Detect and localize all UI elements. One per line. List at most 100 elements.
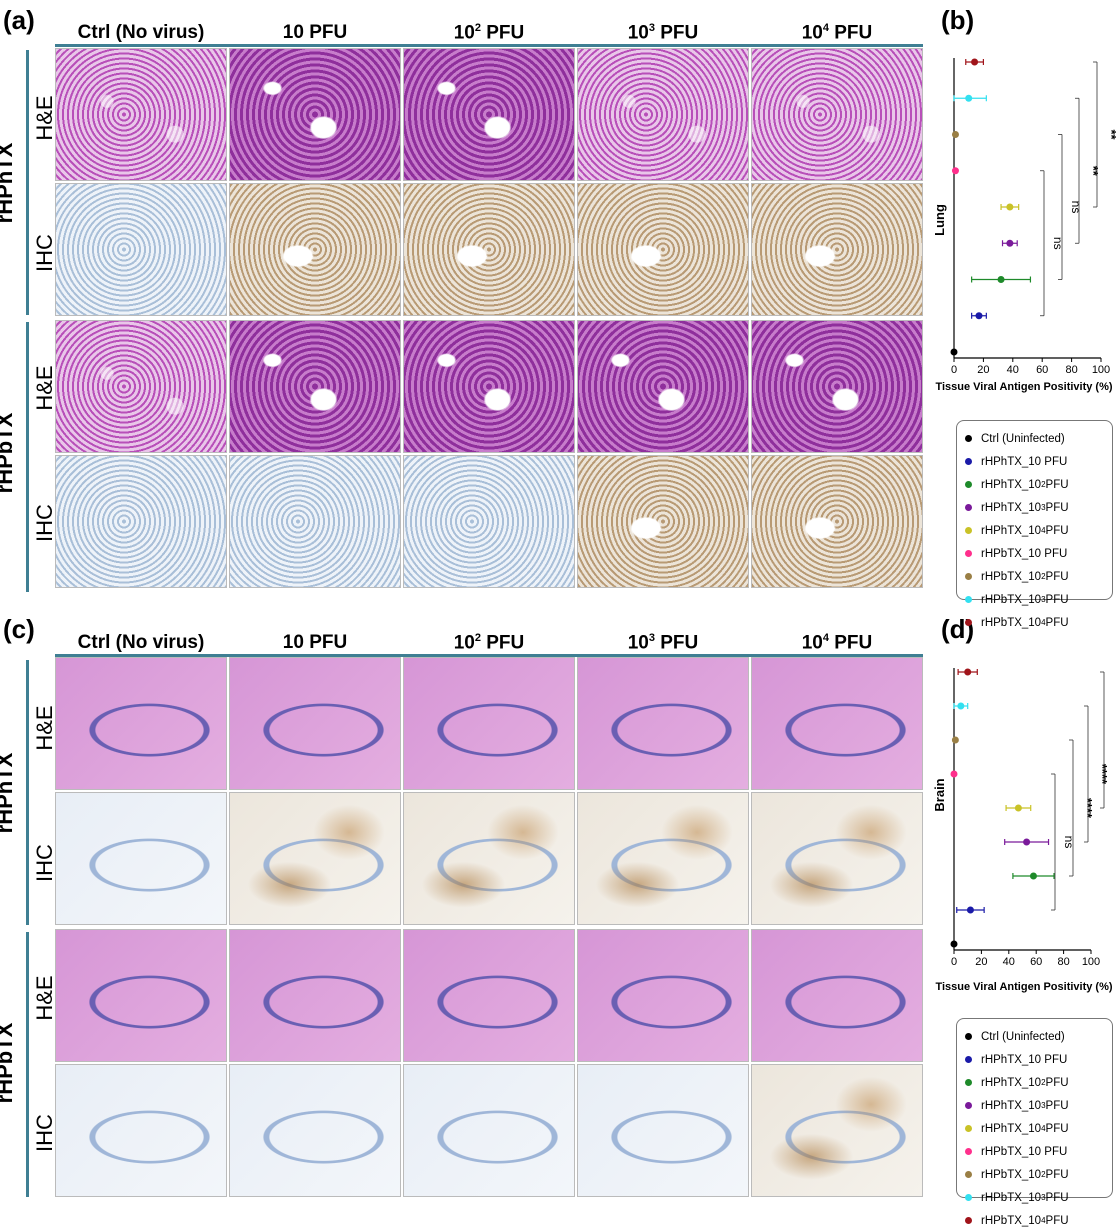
legend-superscript: 3 <box>1041 1101 1046 1110</box>
x-tick-label: 20 <box>977 364 989 376</box>
histology-image <box>577 657 749 790</box>
chart-xlabel: Tissue Viral Antigen Positivity (%) <box>935 381 1112 393</box>
x-tick-label: 60 <box>1036 364 1048 376</box>
data-point <box>1006 239 1014 247</box>
legend-label: rHPhTX_10 <box>981 1122 1042 1135</box>
superscript: 4 <box>822 22 829 34</box>
legend-item: rHPhTX_10 2 PFU <box>965 473 1104 496</box>
x-tick-label: 60 <box>1030 956 1042 968</box>
data-point <box>1029 872 1037 880</box>
column-header-10e3pfu: 103 PFU <box>577 632 749 654</box>
column-header-text: Ctrl (No virus) <box>77 632 205 653</box>
histology-image <box>751 183 923 316</box>
histology-image <box>229 657 401 790</box>
data-point <box>950 770 958 778</box>
legend-item: rHPbTX_10 4 PFU <box>965 1209 1104 1232</box>
histology-image <box>55 1064 227 1197</box>
legend-item: rHPhTX_10 4 PFU <box>965 519 1104 542</box>
x-tick-label: 40 <box>1007 364 1019 376</box>
x-tick-label: 0 <box>951 956 957 968</box>
histology-image <box>55 792 227 925</box>
superscript: 3 <box>648 22 655 34</box>
column-header-unit: PFU <box>480 632 525 654</box>
legend-item: rHPhTX_10 PFU <box>965 1048 1104 1071</box>
histology-image <box>751 1064 923 1197</box>
histology-image <box>577 48 749 181</box>
legend-marker <box>965 1217 972 1224</box>
data-point <box>1014 804 1022 812</box>
column-header-text: 10 <box>453 632 475 654</box>
x-tick-label: 80 <box>1065 364 1077 376</box>
column-header-10e4pfu: 104 PFU <box>751 632 923 654</box>
column-header-text: 10 PFU <box>282 22 348 43</box>
legend-label: rHPbTX_10 <box>981 570 1042 583</box>
column-header-ctrl: Ctrl (No virus) <box>55 22 227 44</box>
legend-marker <box>965 527 972 534</box>
column-header-text: 10 <box>627 22 649 44</box>
legend-superscript: 4 <box>1041 526 1046 535</box>
histology-image <box>55 320 227 453</box>
x-tick-label: 40 <box>1003 956 1015 968</box>
legend-item: Ctrl (Uninfected) <box>965 1025 1104 1048</box>
histology-image <box>577 320 749 453</box>
legend-superscript: 2 <box>1041 480 1046 489</box>
legend-marker <box>965 1033 972 1040</box>
group-bracket <box>26 50 29 315</box>
legend-marker <box>965 619 972 626</box>
x-tick-label: 20 <box>975 956 987 968</box>
legend-unit: PFU <box>1045 570 1069 583</box>
group-label-rhpbtx: rHPbTX <box>0 412 17 494</box>
data-point <box>1023 838 1031 846</box>
histology-image <box>229 183 401 316</box>
histology-image <box>403 929 575 1062</box>
chart-ylabel: Lung <box>932 204 947 236</box>
legend-unit: PFU <box>1045 1168 1069 1181</box>
header-rule <box>55 654 923 657</box>
legend-marker <box>965 1125 972 1132</box>
histology-image <box>403 455 575 588</box>
significance-label: **** <box>1080 798 1095 819</box>
histology-image <box>55 48 227 181</box>
column-header-ctrl: Ctrl (No virus) <box>55 632 227 654</box>
legend-item: rHPhTX_10 4 PFU <box>965 1117 1104 1140</box>
column-header-text: 10 <box>627 632 649 654</box>
histology-image <box>55 183 227 316</box>
brain-antigen-chart: Brain Tissue Viral Antigen Positivity (%… <box>932 668 1117 993</box>
legend-superscript: 4 <box>1041 618 1046 627</box>
legend-label: rHPhTX_10 <box>981 1076 1042 1089</box>
column-header-10pfu: 10 PFU <box>229 632 401 654</box>
legend-unit: PFU <box>1045 1214 1069 1227</box>
legend-unit: PFU <box>1045 593 1069 606</box>
histology-image <box>55 929 227 1062</box>
histology-image <box>229 929 401 1062</box>
superscript: 3 <box>648 632 655 644</box>
column-header-10e4pfu: 104 PFU <box>751 22 923 44</box>
group-label-rhphtx: rHPhTX <box>0 142 17 224</box>
histology-image <box>403 48 575 181</box>
histology-image <box>751 320 923 453</box>
column-header-10e3pfu: 103 PFU <box>577 22 749 44</box>
legend-superscript: 2 <box>1041 572 1046 581</box>
data-point <box>1006 203 1014 211</box>
data-point <box>966 906 974 914</box>
legend-superscript: 2 <box>1041 1078 1046 1087</box>
column-header-text: 10 <box>801 632 823 654</box>
legend-unit: PFU <box>1045 478 1069 491</box>
legend-unit: PFU <box>1045 1122 1069 1135</box>
column-header-unit: PFU <box>828 632 873 654</box>
legend-unit: PFU <box>1045 524 1069 537</box>
column-header-text: 10 <box>801 22 823 44</box>
legend-item: rHPhTX_10 PFU <box>965 450 1104 473</box>
histology-image <box>55 455 227 588</box>
legend-label: rHPhTX_10 PFU <box>981 1053 1068 1066</box>
data-point <box>951 736 959 744</box>
column-header-unit: PFU <box>828 22 873 44</box>
data-point <box>951 167 959 175</box>
legend-unit: PFU <box>1045 1191 1069 1204</box>
histology-image <box>577 1064 749 1197</box>
legend-marker <box>965 1194 972 1201</box>
histology-image <box>403 320 575 453</box>
legend-label: rHPhTX_10 <box>981 1099 1042 1112</box>
histology-image <box>751 929 923 1062</box>
legend-label: rHPbTX_10 <box>981 1214 1042 1227</box>
